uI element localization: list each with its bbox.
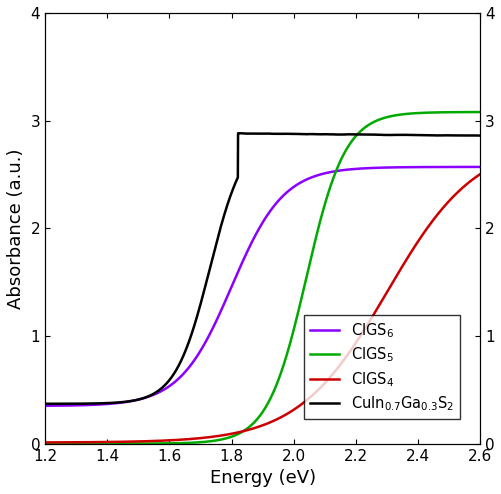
CIGS$_4$ (254, 424, 260, 430)
CIGS$_4$ (464, 180, 470, 186)
CIGS$_5$ (64, 441, 70, 447)
CIGS$_6$ (64, 403, 70, 409)
CuIn$_{0.7}$Ga$_{0.3}$S$_2$ (254, 131, 260, 137)
CuIn$_{0.7}$Ga$_{0.3}$S$_2$ (64, 401, 70, 407)
Legend: CIGS$_6$, CIGS$_5$, CIGS$_4$, CuIn$_{0.7}$Ga$_{0.3}$S$_2$: CIGS$_6$, CIGS$_5$, CIGS$_4$, CuIn$_{0.7… (304, 315, 459, 419)
CIGS$_4$ (463, 180, 469, 186)
CIGS$_6$ (476, 164, 482, 170)
CIGS$_6$ (463, 164, 469, 170)
Y-axis label: Absorbance (a.u.): Absorbance (a.u.) (7, 148, 25, 309)
Line: CIGS$_6$: CIGS$_6$ (45, 167, 479, 406)
CIGS$_4$ (384, 288, 390, 293)
CuIn$_{0.7}$Ga$_{0.3}$S$_2$ (42, 401, 48, 407)
X-axis label: Energy (eV): Energy (eV) (209, 469, 315, 487)
CuIn$_{0.7}$Ga$_{0.3}$S$_2$ (476, 132, 482, 138)
CuIn$_{0.7}$Ga$_{0.3}$S$_2$ (235, 130, 241, 136)
CIGS$_4$ (42, 440, 48, 446)
CIGS$_5$ (42, 441, 48, 447)
Line: CIGS$_5$: CIGS$_5$ (45, 112, 479, 444)
CIGS$_4$ (476, 171, 482, 177)
Line: CuIn$_{0.7}$Ga$_{0.3}$S$_2$: CuIn$_{0.7}$Ga$_{0.3}$S$_2$ (45, 133, 479, 404)
CIGS$_6$ (464, 164, 470, 170)
CuIn$_{0.7}$Ga$_{0.3}$S$_2$ (242, 130, 248, 136)
CIGS$_4$ (64, 439, 70, 445)
CIGS$_5$ (476, 109, 482, 115)
CIGS$_5$ (254, 416, 260, 422)
CuIn$_{0.7}$Ga$_{0.3}$S$_2$ (464, 132, 470, 138)
CIGS$_5$ (384, 114, 390, 120)
CIGS$_6$ (254, 230, 260, 236)
CIGS$_4$ (242, 428, 248, 434)
CuIn$_{0.7}$Ga$_{0.3}$S$_2$ (384, 132, 390, 138)
Line: CIGS$_4$: CIGS$_4$ (45, 174, 479, 443)
CIGS$_6$ (384, 165, 390, 170)
CIGS$_6$ (42, 403, 48, 409)
CIGS$_5$ (464, 109, 470, 115)
CuIn$_{0.7}$Ga$_{0.3}$S$_2$ (464, 132, 470, 138)
CIGS$_5$ (463, 109, 469, 115)
CIGS$_5$ (242, 427, 248, 433)
CIGS$_6$ (242, 253, 248, 259)
